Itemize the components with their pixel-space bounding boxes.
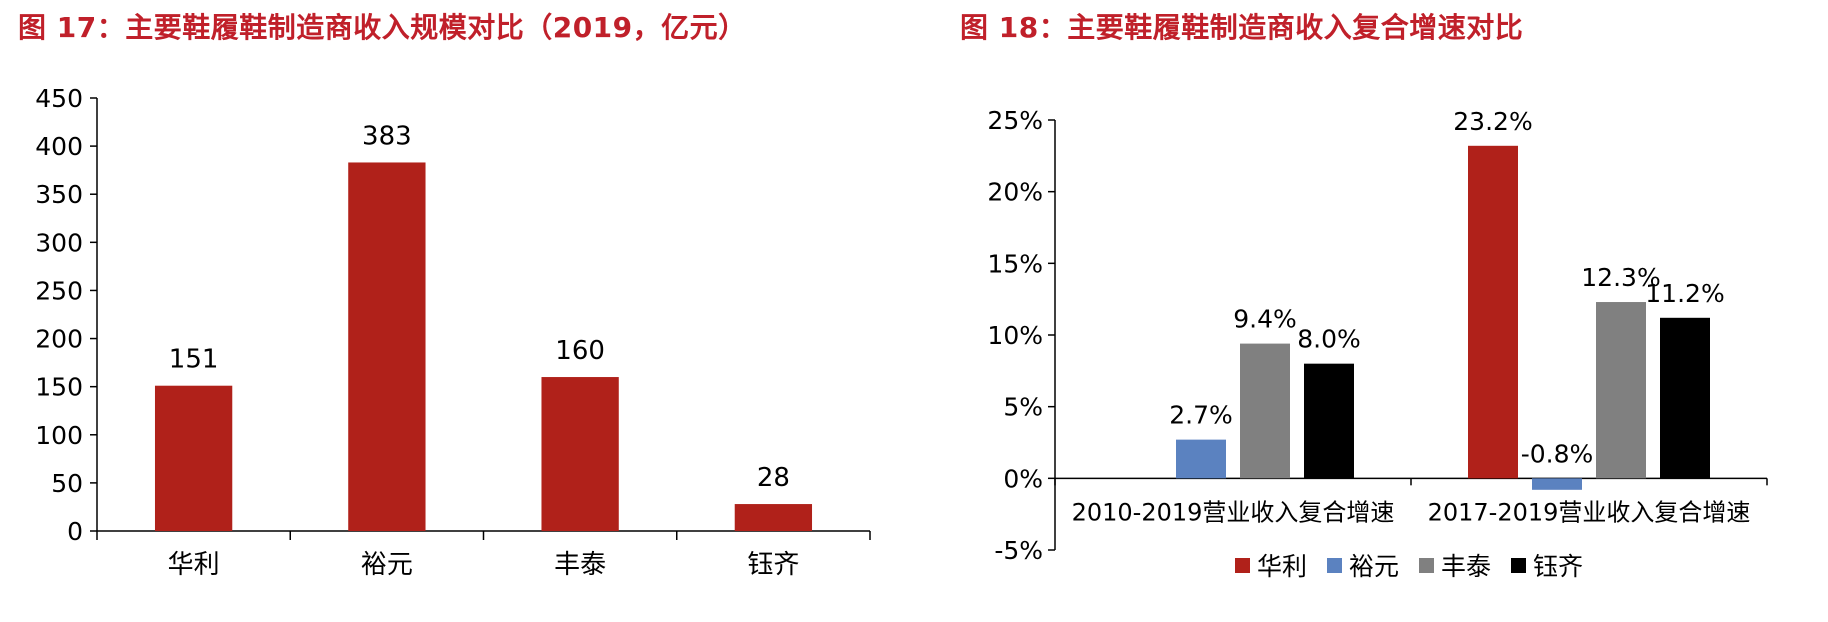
- bar-value-label: 8.0%: [1297, 325, 1361, 354]
- bar-value-label: 383: [362, 121, 412, 151]
- bar-value-label: 12.3%: [1581, 263, 1660, 292]
- bar-value-label: 9.4%: [1233, 305, 1297, 334]
- bar-value-label: 160: [555, 336, 605, 366]
- x-category-label: 裕元: [361, 550, 413, 580]
- y-tick-label: 150: [35, 373, 83, 402]
- legend-swatch-钰齐: [1511, 558, 1526, 573]
- y-tick-label: 0: [67, 517, 83, 546]
- bar-value-label: 2.7%: [1169, 401, 1233, 430]
- bar-华利: [154, 385, 233, 531]
- bar-裕元: [348, 162, 426, 532]
- x-category-label: 钰齐: [747, 550, 799, 580]
- y-tick-label: 10%: [987, 321, 1043, 350]
- bar-value-label: 11.2%: [1645, 279, 1724, 308]
- legend-label: 华利: [1257, 552, 1307, 581]
- y-tick-label: 5%: [1003, 393, 1043, 422]
- legend-label: 裕元: [1349, 552, 1399, 581]
- legend-swatch-华利: [1235, 558, 1250, 573]
- legend-label: 钰齐: [1533, 552, 1583, 581]
- x-category-label: 华利: [168, 550, 220, 580]
- y-tick-label: 400: [35, 132, 83, 161]
- legend-swatch-裕元: [1327, 558, 1342, 573]
- y-tick-label: 100: [35, 421, 83, 450]
- x-category-label: 丰泰: [554, 550, 606, 580]
- bar-华利: [1468, 145, 1518, 479]
- y-tick-label: 50: [51, 469, 83, 498]
- y-tick-label: 250: [35, 276, 83, 305]
- bar-丰泰: [1596, 302, 1646, 479]
- bar-钰齐: [1660, 317, 1710, 479]
- y-tick-label: 25%: [987, 106, 1043, 135]
- bar-钰齐: [1304, 363, 1354, 479]
- bar-钰齐: [734, 504, 813, 531]
- bar-value-label: -0.8%: [1521, 439, 1594, 468]
- y-tick-label: 15%: [987, 249, 1043, 278]
- y-tick-label: 350: [35, 180, 83, 209]
- y-tick-label: 450: [35, 84, 83, 113]
- legend-swatch-丰泰: [1419, 558, 1434, 573]
- x-category-label: 2017-2019营业收入复合增速: [1428, 498, 1751, 526]
- bar-裕元: [1176, 439, 1226, 479]
- bar-丰泰: [1240, 343, 1290, 479]
- legend-label: 丰泰: [1441, 552, 1491, 581]
- figure-17-title: 图 17：主要鞋履鞋制造商收入规模对比（2019，亿元）: [18, 11, 747, 44]
- y-tick-label: -5%: [994, 536, 1043, 565]
- bar-value-label: 23.2%: [1453, 107, 1532, 136]
- bar-value-label: 28: [757, 463, 790, 493]
- bar-丰泰: [541, 377, 619, 531]
- bar-value-label: 151: [169, 345, 219, 375]
- bar-裕元: [1532, 478, 1582, 490]
- y-tick-label: 200: [35, 325, 83, 354]
- y-tick-label: 20%: [987, 178, 1043, 207]
- x-category-label: 2010-2019营业收入复合增速: [1072, 498, 1395, 526]
- y-tick-label: 300: [35, 228, 83, 257]
- figure-18-title: 图 18：主要鞋履鞋制造商收入复合增速对比: [960, 11, 1524, 44]
- y-tick-label: 0%: [1003, 464, 1043, 493]
